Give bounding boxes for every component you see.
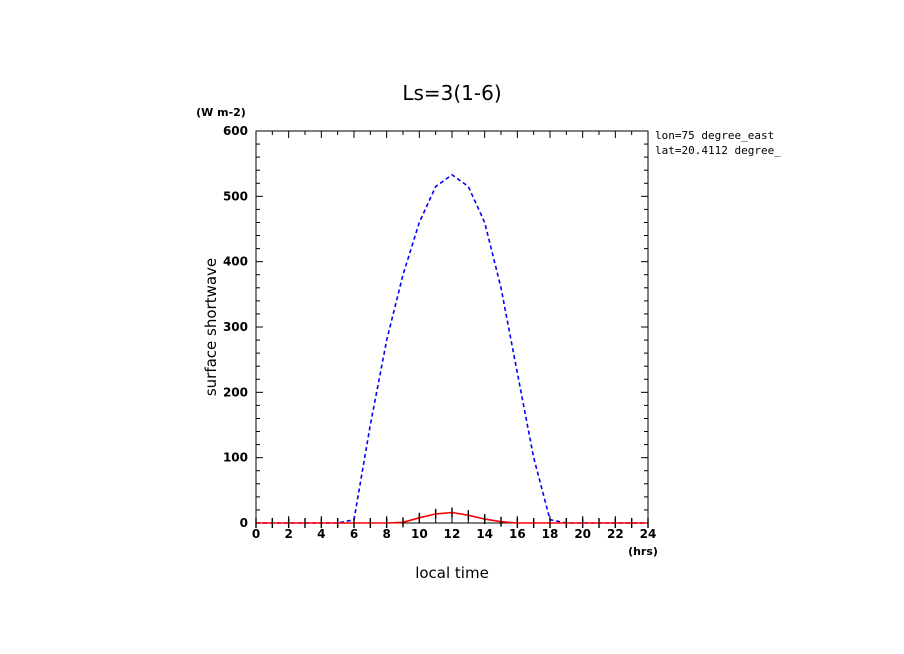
y-tick-label: 300 <box>223 320 248 334</box>
x-tick-label: 16 <box>509 527 526 541</box>
x-tick-label: 24 <box>640 527 657 541</box>
y-tick-label: 400 <box>223 255 248 269</box>
x-tick-label: 0 <box>252 527 260 541</box>
x-tick-label: 20 <box>574 527 591 541</box>
x-tick-label: 10 <box>411 527 428 541</box>
y-tick-label: 0 <box>240 516 248 530</box>
y-tick-label: 500 <box>223 189 248 203</box>
x-tick-label: 4 <box>317 527 325 541</box>
x-tick-label: 22 <box>607 527 624 541</box>
plot-frame <box>255 130 649 524</box>
chart-title: Ls=3(1-6) <box>402 81 501 105</box>
y-tick-label: 600 <box>223 124 248 138</box>
x-tick-label: 8 <box>382 527 390 541</box>
x-tick-label: 18 <box>542 527 559 541</box>
x-tick-label: 2 <box>284 527 292 541</box>
y-unit-label: (W m-2) <box>196 106 246 119</box>
x-tick-label: 6 <box>350 527 358 541</box>
annotation-lon: lon=75 degree_east <box>655 129 774 142</box>
x-tick-label: 12 <box>444 527 461 541</box>
x-tick-label: 14 <box>476 527 493 541</box>
x-unit-label: (hrs) <box>628 545 658 558</box>
series-line-1 <box>256 173 648 524</box>
annotation-lat: lat=20.4112 degree_ <box>655 144 781 157</box>
y-tick-label: 200 <box>223 385 248 399</box>
x-axis-title: local time <box>415 564 489 582</box>
y-axis-title: surface shortwave <box>202 258 220 396</box>
y-tick-label: 100 <box>223 451 248 465</box>
